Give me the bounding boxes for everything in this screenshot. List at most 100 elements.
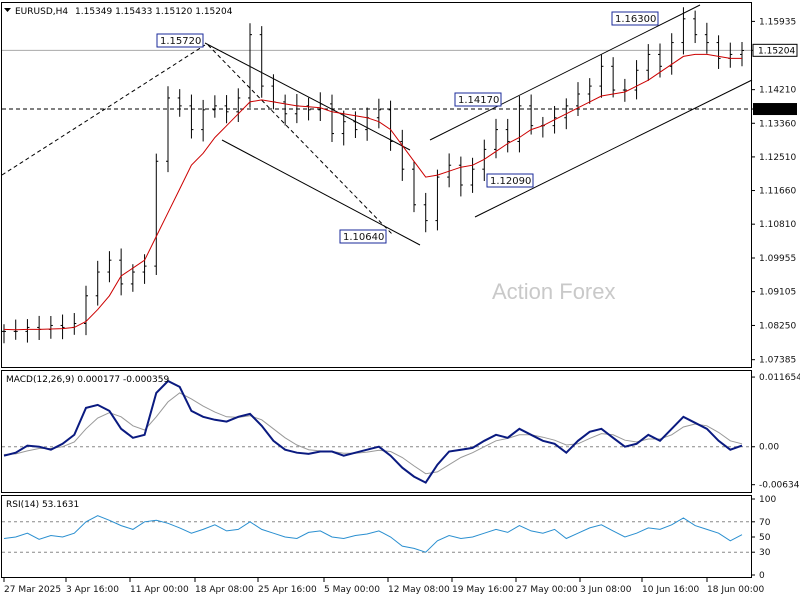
price-bar	[166, 86, 170, 173]
price-bar	[177, 89, 182, 117]
price-bar	[154, 153, 159, 275]
price-bar	[412, 161, 416, 213]
price-bar	[376, 98, 381, 129]
price-tick-label: 1.14210	[759, 86, 796, 96]
macd-tick-label: 0.011654	[759, 373, 800, 383]
dropdown-triangle-icon[interactable]	[4, 8, 11, 12]
channel-lower-2	[474, 79, 753, 218]
price-bar	[189, 94, 194, 139]
current-price-tag: 1.15204	[752, 43, 798, 57]
price-bars	[2, 7, 744, 344]
price-bar	[716, 35, 721, 69]
price-annotation-label: 1.16300	[615, 14, 656, 25]
price-bar	[2, 324, 6, 344]
price-bar	[435, 169, 440, 231]
price-bar	[201, 99, 206, 142]
macd-tick-label: 0.00	[759, 443, 779, 453]
price-bar	[72, 313, 77, 335]
rsi-panel-frame	[1, 495, 752, 578]
trend-channel-lines	[1, 4, 753, 246]
price-tick-label: 1.15935	[759, 17, 796, 27]
macd-line	[3, 379, 743, 484]
price-tick-label: 1.09955	[759, 254, 796, 264]
price-bar	[25, 319, 30, 343]
current-price-label: 1.15204	[758, 46, 795, 56]
price-bar	[37, 315, 42, 340]
price-bar	[318, 92, 323, 122]
rsi-tick-label: 30	[759, 548, 771, 558]
price-annotation: 1.16300	[611, 11, 659, 26]
channel-upper-2	[429, 4, 701, 141]
price-bar	[283, 94, 288, 126]
price-annotation: 1.12090	[486, 173, 534, 188]
price-panel-frame	[1, 2, 752, 368]
rsi-tick-label: 0	[759, 571, 765, 581]
support-level-tag: 1.13720	[753, 103, 797, 116]
price-bar	[236, 88, 241, 122]
dashed-trend-2	[207, 44, 394, 236]
dashed-trend-1	[1, 44, 206, 176]
price-tick-label: 1.07385	[759, 356, 796, 366]
price-bar	[107, 251, 112, 283]
price-bar	[740, 42, 744, 67]
x-tick-label: 10 Jun 16:00	[642, 585, 699, 595]
price-tick-label: 1.09105	[759, 288, 796, 298]
price-tick-label: 1.12510	[759, 153, 796, 163]
macd-tick-label: -0.006345	[759, 481, 800, 491]
price-annotation: 1.10640	[339, 229, 387, 244]
rsi-line	[3, 515, 743, 553]
x-tick-label: 27 May 00:00	[516, 585, 578, 595]
price-bar	[142, 254, 147, 284]
price-bar	[505, 118, 510, 153]
x-tick-label: 5 May 00:00	[324, 585, 380, 595]
price-bar	[704, 22, 709, 54]
x-tick-label: 19 May 16:00	[452, 585, 514, 595]
ohlc-readout: 1.15349 1.15433 1.15120 1.15204	[75, 7, 233, 17]
price-annotation-label: 1.12090	[490, 176, 531, 187]
price-tick-label: 1.08250	[759, 321, 796, 331]
x-tick-label: 3 Jun 08:00	[580, 585, 632, 595]
price-bar	[84, 285, 88, 336]
price-bar	[622, 78, 627, 102]
price-bar	[259, 26, 264, 98]
price-bar	[634, 60, 639, 100]
price-bar	[728, 42, 733, 68]
price-bar	[576, 82, 580, 117]
price-annotation-label: 1.15720	[160, 36, 201, 47]
price-bar	[388, 100, 393, 151]
support-level-label: 1.13720	[758, 105, 795, 115]
x-tick-label: 25 Apr 16:00	[258, 585, 317, 595]
price-bar	[400, 129, 405, 181]
x-tick-label: 18 Jun 00:00	[707, 585, 764, 595]
price-bar	[470, 157, 475, 193]
price-bar	[341, 110, 346, 146]
rsi-title: RSI(14) 53.1631	[6, 500, 79, 510]
price-tick-label: 1.11660	[759, 187, 796, 197]
price-tick-label: 1.13360	[759, 119, 796, 129]
price-bar	[669, 33, 674, 75]
macd-panel-frame	[1, 370, 752, 493]
rsi-tick-label: 50	[759, 533, 771, 543]
price-tick-label: 1.10810	[759, 220, 796, 230]
price-bar	[212, 95, 217, 118]
price-bar	[330, 94, 334, 142]
price-bar	[681, 7, 686, 55]
price-annotation-label: 1.10640	[343, 232, 384, 243]
price-bar	[458, 156, 463, 197]
price-bar	[48, 315, 53, 339]
x-tick-label: 27 Mar 2025	[4, 585, 61, 595]
price-bar	[423, 192, 428, 233]
price-bar	[306, 97, 311, 121]
price-bar	[611, 57, 616, 98]
price-bar	[693, 10, 698, 44]
price-bar	[587, 78, 592, 104]
channel-lower-1	[221, 139, 421, 246]
price-annotation-label: 1.14170	[458, 95, 499, 106]
x-tick-label: 18 Apr 08:00	[195, 585, 254, 595]
rsi-tick-label: 100	[759, 495, 776, 505]
price-bar	[529, 94, 534, 135]
macd-title: MACD(12,26,9) 0.000177 -0.000359	[6, 375, 169, 385]
price-bar	[119, 248, 124, 296]
channel-upper-1	[204, 42, 411, 151]
